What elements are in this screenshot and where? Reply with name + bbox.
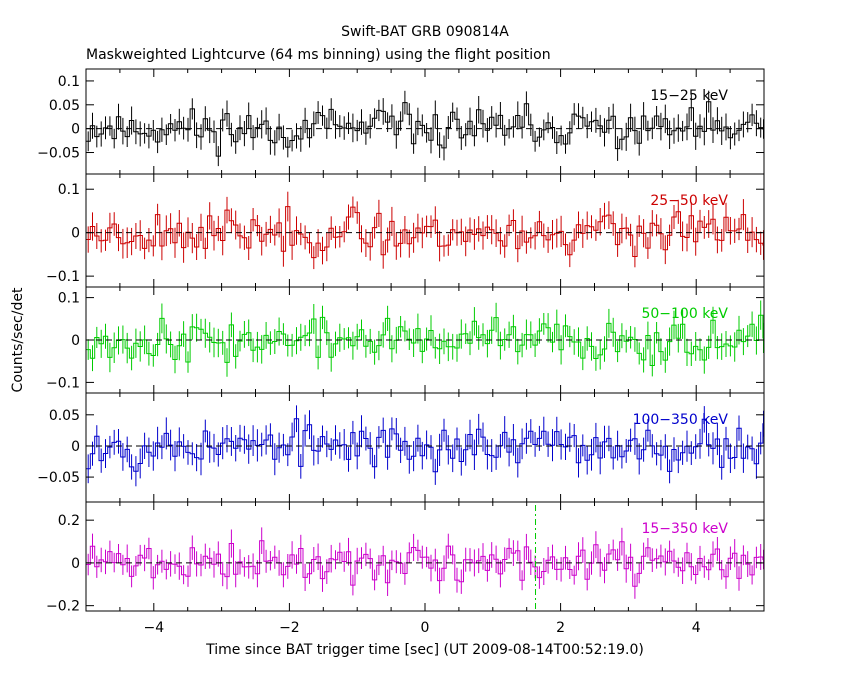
y-tick-label: −0.1 <box>46 375 80 391</box>
band-label: 50−100 keV <box>641 306 728 322</box>
y-tick-label: −0.1 <box>46 269 80 285</box>
y-tick-label: 0.1 <box>58 291 80 307</box>
histogram-line <box>86 314 764 366</box>
x-tick-label: −2 <box>279 620 300 636</box>
panel-4: −0.05 0 0.05 100−350 keV <box>37 392 765 503</box>
band-label: 25−50 keV <box>650 193 728 209</box>
series-2 <box>86 191 764 270</box>
y-axis-label: Counts/sec/det <box>10 287 26 392</box>
chart-subtitle: Maskweighted Lightcurve (64 ms binning) … <box>86 47 551 63</box>
panel-3: −0.1 0 0.1 50−100 keV <box>46 286 765 394</box>
band-label: 15−25 keV <box>650 88 728 104</box>
series-5 <box>86 527 764 599</box>
histogram-line <box>86 101 764 157</box>
band-label: 100−350 keV <box>633 412 729 428</box>
x-tick-label: 2 <box>556 620 565 636</box>
y-tick-label: 0.05 <box>49 98 80 114</box>
y-tick-label: 0 <box>71 439 80 455</box>
series-3 <box>86 300 764 377</box>
panel-1: −0.05 0 0.05 0.1 15−25 keV <box>37 68 765 175</box>
x-tick-label: 0 <box>421 620 430 636</box>
histogram-line <box>86 418 764 473</box>
chart-title: Swift-BAT GRB 090814A <box>341 24 509 40</box>
series-1 <box>86 90 764 167</box>
y-tick-label: 0.05 <box>49 408 80 424</box>
histogram-line <box>86 540 764 587</box>
y-tick-label: 0 <box>71 556 80 572</box>
panel-5: −0.2 0 0.2 15−350 keV <box>46 501 765 615</box>
x-axis-label: Time since BAT trigger time [sec] (UT 20… <box>205 642 644 658</box>
y-tick-label: −0.05 <box>37 146 80 162</box>
y-tick-label: −0.05 <box>37 470 80 486</box>
y-tick-label: 0 <box>71 333 80 349</box>
histogram-line <box>86 206 764 259</box>
y-tick-label: 0.1 <box>58 182 80 198</box>
y-tick-label: 0 <box>71 226 80 242</box>
band-label: 15−350 keV <box>641 521 728 537</box>
y-tick-label: 0.1 <box>58 74 80 90</box>
x-tick-label: 4 <box>692 620 701 636</box>
series-4 <box>86 405 764 487</box>
y-tick-label: 0.2 <box>58 513 80 529</box>
y-tick-label: 0 <box>71 122 80 138</box>
x-tick-label: −4 <box>143 620 164 636</box>
x-tick-labels: −4 −2 0 2 4 <box>143 620 700 636</box>
y-tick-label: −0.2 <box>46 599 80 615</box>
panel-2: −0.1 0 0.1 25−50 keV <box>46 173 765 288</box>
